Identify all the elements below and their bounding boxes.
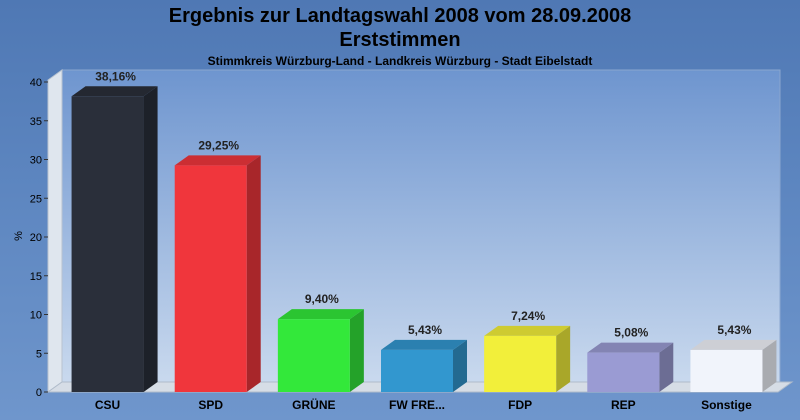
- bars: [71, 86, 777, 392]
- data-label: 29,25%: [198, 138, 239, 152]
- bar-top: [174, 155, 261, 166]
- bar-side: [659, 342, 674, 392]
- data-label: 7,24%: [511, 309, 545, 323]
- bar-front: [690, 349, 763, 392]
- y-tick-label: 25: [30, 193, 42, 205]
- y-axis-label: %: [13, 231, 25, 241]
- data-label: 5,43%: [408, 323, 442, 337]
- y-tick-label: 10: [30, 310, 42, 322]
- bar-front: [381, 349, 453, 392]
- y-tick-label: 40: [30, 77, 42, 89]
- y-tick-label: 0: [36, 387, 42, 399]
- bar-top: [381, 339, 467, 350]
- bar-side: [556, 325, 571, 392]
- bar-rep: [587, 342, 674, 392]
- bar-gr-ne: [277, 309, 364, 392]
- bar-side: [349, 309, 364, 392]
- y-axis-ticks: 0 5 10 15 20 25 30 35 40: [30, 77, 48, 399]
- bar-sonstige: [690, 339, 777, 392]
- x-category-label: CSU: [95, 398, 120, 412]
- y-tick-label: 30: [30, 155, 42, 167]
- data-label: 38,16%: [95, 69, 136, 83]
- x-category-label: FDP: [508, 398, 532, 412]
- x-axis-categories: CSU SPD GRÜNE FW FRE... FDP REP Sonstige: [95, 397, 752, 412]
- bar-top: [484, 325, 571, 336]
- bar-top: [587, 342, 674, 353]
- bar-top: [277, 309, 364, 320]
- bar-csu: [71, 86, 158, 392]
- bar-spd: [174, 155, 261, 392]
- y-tick-label: 5: [36, 348, 42, 360]
- bar-front: [587, 352, 660, 392]
- bar-fw-fre-: [381, 339, 467, 392]
- bar-front: [174, 165, 247, 392]
- bar-front: [277, 319, 350, 392]
- bar-fdp: [484, 325, 571, 392]
- data-labels: 38,16% 29,25% 9,40% 5,43% 7,24% 5,08% 5,43%: [95, 69, 752, 339]
- bar-front: [71, 96, 144, 392]
- chart-title-2: Erststimmen: [339, 29, 460, 51]
- bar-side: [143, 86, 158, 392]
- data-label: 9,40%: [305, 292, 339, 306]
- bar-side: [762, 339, 777, 392]
- x-category-label: FW FRE...: [389, 398, 445, 412]
- bar-side: [246, 155, 261, 392]
- bar-top: [690, 339, 777, 350]
- chart-title: Ergebnis zur Landtagswahl 2008 vom 28.09…: [169, 5, 631, 27]
- y-tick-label: 35: [30, 116, 42, 128]
- x-category-label: Sonstige: [701, 398, 752, 412]
- plot-side-wall: [47, 69, 63, 393]
- data-label: 5,08%: [614, 326, 648, 340]
- y-tick-label: 15: [30, 271, 42, 283]
- bar-side: [453, 339, 467, 392]
- chart-subtitle: Stimmkreis Würzburg-Land - Landkreis Wür…: [208, 54, 593, 68]
- bar-front: [484, 335, 557, 392]
- y-tick-label: 20: [30, 232, 42, 244]
- x-category-label: REP: [611, 398, 636, 412]
- x-category-label: SPD: [198, 398, 223, 412]
- x-category-label: GRÜNE: [292, 397, 335, 412]
- bar-top: [71, 86, 158, 97]
- data-label: 5,43%: [717, 323, 751, 337]
